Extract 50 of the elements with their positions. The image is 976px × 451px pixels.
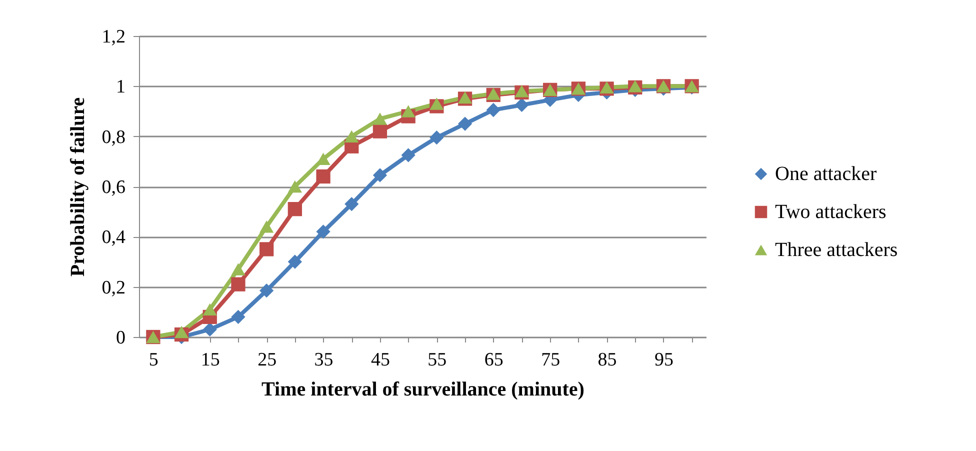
legend-label: Two attackers (775, 201, 887, 223)
point (344, 196, 359, 212)
point (231, 310, 246, 324)
x-tick-label: 85 (598, 350, 617, 370)
y-axis-title: Probability of failure (66, 97, 89, 277)
x-tick-label: 45 (370, 350, 390, 370)
x-tick-label: 75 (541, 350, 560, 370)
x-tick-label: 15 (200, 350, 220, 370)
x-axis-title: Time interval of surveillance (minute) (262, 378, 584, 400)
x-tick-label: 55 (428, 350, 447, 370)
point (231, 263, 246, 276)
point (430, 130, 444, 145)
y-tick-label: 0,6 (102, 177, 126, 198)
y-tick-label: 0,2 (102, 277, 126, 298)
point (372, 124, 388, 138)
x-tick-label: 95 (654, 350, 674, 370)
point (401, 105, 416, 118)
point (514, 98, 529, 112)
y-tick-label: 1,2 (102, 26, 126, 48)
point (372, 168, 388, 182)
point (202, 303, 217, 316)
point (288, 254, 302, 269)
legend-label: Three attackers (775, 239, 898, 261)
point (372, 112, 388, 125)
point (231, 277, 246, 292)
point (316, 224, 330, 239)
point (202, 322, 217, 337)
point (401, 148, 416, 162)
point (260, 284, 274, 298)
point (486, 102, 500, 118)
x-tick-label: 25 (258, 350, 277, 370)
x-tick-label: 5 (148, 350, 158, 370)
point (486, 88, 500, 100)
point (288, 202, 302, 216)
point (260, 220, 274, 233)
point (260, 242, 274, 256)
point (316, 152, 330, 166)
point (458, 116, 472, 131)
point (430, 98, 444, 110)
point (288, 180, 302, 193)
y-tick-label: 0,4 (102, 227, 126, 248)
point (344, 130, 359, 142)
y-tick-label: 0 (116, 328, 126, 348)
y-tick-label: 1 (116, 76, 126, 98)
x-tick-label: 35 (314, 350, 334, 370)
x-tick-label: 65 (484, 350, 504, 370)
point (174, 326, 189, 338)
y-tick-label: 0,8 (102, 126, 126, 148)
legend-label: One attacker (775, 163, 877, 185)
point (316, 169, 330, 184)
